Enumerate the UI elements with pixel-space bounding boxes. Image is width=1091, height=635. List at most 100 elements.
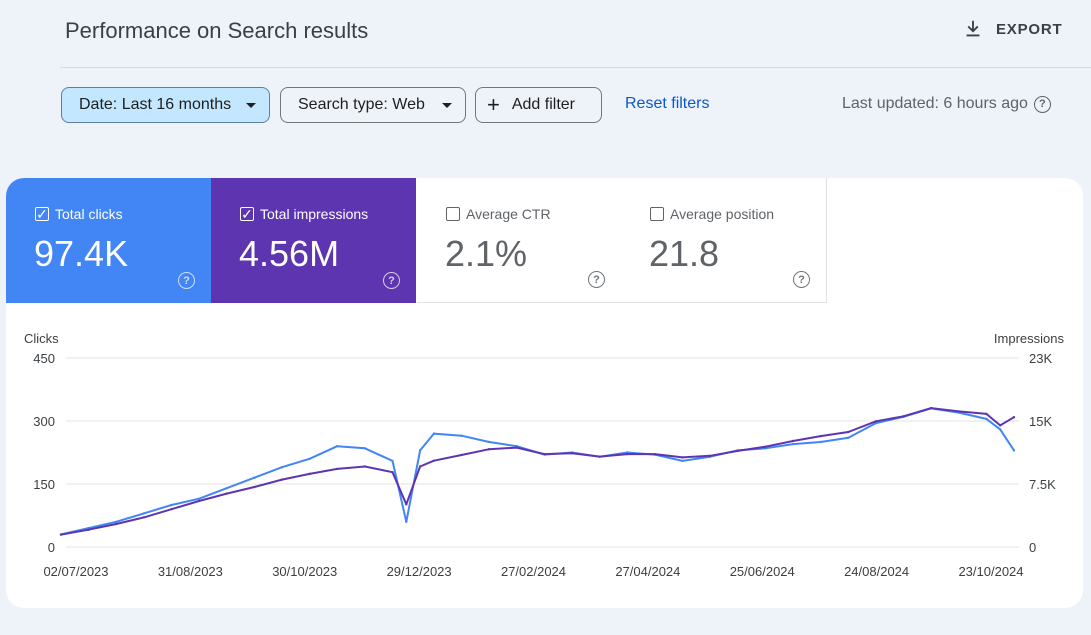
- metric-total-impressions[interactable]: ✓ Total impressions 4.56M ?: [211, 178, 416, 303]
- data-point-clicks: [197, 497, 201, 500]
- data-point-impressions: [308, 472, 311, 476]
- y-tick-right: 15K: [1029, 414, 1052, 429]
- series-line-clicks: [60, 407, 1015, 536]
- data-point-clicks: [432, 432, 436, 435]
- data-point-clicks: [985, 417, 988, 421]
- data-point-clicks: [308, 457, 311, 460]
- data-point-impressions: [460, 453, 463, 457]
- x-tick-label: 29/12/2023: [387, 564, 452, 579]
- checkbox-icon[interactable]: [446, 207, 460, 221]
- data-point-impressions: [570, 452, 574, 455]
- x-tick-label: 30/10/2023: [272, 564, 337, 579]
- data-point-impressions: [957, 410, 960, 413]
- data-point-impressions: [515, 446, 518, 449]
- performance-chart[interactable]: Clicks Impressions 0 0 150 7.5K 300 15K 450 23K 02…: [6, 178, 1083, 608]
- metric-total-clicks[interactable]: ✓ Total clicks 97.4K ?: [6, 178, 211, 303]
- search-type-label: Search type: Web: [298, 96, 425, 113]
- data-point-impressions: [391, 471, 394, 474]
- performance-card: ✓ Total clicks 97.4K ? ✓ Total impressio…: [6, 178, 1083, 608]
- metric-average-position[interactable]: Average position 21.8 ?: [621, 178, 827, 303]
- help-circle-icon[interactable]: ?: [1033, 95, 1051, 113]
- checkbox-icon[interactable]: ✓: [240, 205, 254, 222]
- data-point-clicks: [405, 520, 408, 523]
- help-circle-icon[interactable]: ?: [588, 271, 605, 288]
- series-line-impressions: [60, 407, 1015, 536]
- metric-average-ctr[interactable]: Average CTR 2.1% ?: [417, 178, 622, 303]
- y-tick-right: 7.5K: [1029, 477, 1056, 492]
- last-updated-text: Last updated: 6 hours ago: [842, 95, 1028, 112]
- export-button[interactable]: EXPORT: [962, 18, 1062, 40]
- data-point-impressions: [902, 415, 905, 418]
- checkbox-icon[interactable]: [650, 207, 664, 221]
- data-point-clicks: [391, 459, 394, 463]
- y-tick-left: 450: [33, 351, 55, 366]
- metric-value: 2.1%: [445, 233, 528, 274]
- data-point-impressions: [432, 459, 436, 462]
- data-point-clicks: [336, 445, 339, 448]
- metric-label: Average CTR: [466, 206, 551, 222]
- x-tick-label: 23/10/2024: [958, 564, 1023, 579]
- plus-icon: +: [487, 92, 500, 117]
- date-filter-chip[interactable]: Date: Last 16 months: [61, 87, 270, 123]
- data-point-impressions: [418, 465, 422, 468]
- data-point-impressions: [197, 499, 201, 503]
- data-point-impressions: [819, 434, 822, 438]
- data-point-clicks: [253, 476, 256, 479]
- y-tick-right: 23K: [1029, 351, 1052, 366]
- data-point-clicks: [819, 440, 822, 444]
- data-point-clicks: [681, 459, 684, 463]
- data-point-impressions: [847, 430, 850, 434]
- metric-value: 97.4K: [34, 233, 129, 274]
- last-updated: Last updated: 6 hours ago ?: [842, 95, 1051, 113]
- search-type-chip[interactable]: Search type: Web: [280, 87, 466, 123]
- help-circle-icon[interactable]: ?: [793, 271, 810, 288]
- caret-down-icon: [246, 103, 256, 108]
- metric-label: Average position: [670, 206, 775, 222]
- x-tick-label: 02/07/2023: [43, 564, 108, 579]
- page-title: Performance on Search results: [65, 18, 369, 43]
- y-tick-left: 0: [48, 540, 55, 555]
- y-tick-left: 150: [33, 477, 55, 492]
- data-point-impressions: [1012, 415, 1016, 419]
- metric-label-row: ✓ Total impressions: [240, 206, 368, 222]
- data-point-impressions: [405, 503, 408, 506]
- y-axis-right-label: Impressions: [994, 331, 1065, 346]
- metric-label-row: Average CTR: [446, 206, 551, 222]
- caret-down-icon: [442, 103, 452, 108]
- x-tick-label: 31/08/2023: [158, 564, 223, 579]
- checkbox-icon[interactable]: ✓: [35, 205, 49, 222]
- data-point-impressions: [280, 478, 284, 481]
- header-divider: [60, 67, 1091, 68]
- data-point-clicks: [460, 434, 463, 437]
- help-circle-icon[interactable]: ?: [383, 272, 400, 289]
- add-filter-button[interactable]: + Add filter: [475, 87, 602, 123]
- data-point-impressions: [929, 406, 933, 410]
- reset-filters-link[interactable]: Reset filters: [625, 95, 710, 112]
- data-point-clicks: [626, 451, 629, 454]
- metric-value: 21.8: [649, 233, 720, 274]
- metric-value: 4.56M: [239, 233, 340, 274]
- data-point-impressions: [253, 485, 256, 489]
- data-point-impressions: [708, 454, 712, 457]
- data-point-clicks: [115, 520, 118, 523]
- data-point-impressions: [653, 452, 657, 456]
- data-point-impressions: [736, 449, 739, 453]
- metric-label-row: Average position: [650, 206, 774, 222]
- data-point-clicks: [142, 512, 146, 515]
- help-circle-icon[interactable]: ?: [178, 272, 195, 289]
- y-tick-left: 300: [33, 414, 55, 429]
- data-point-impressions: [681, 456, 684, 459]
- date-filter-label: Date: Last 16 months: [79, 96, 232, 113]
- data-point-clicks: [791, 442, 795, 446]
- data-point-impressions: [142, 516, 146, 519]
- data-point-impressions: [336, 467, 339, 471]
- metric-label-row: ✓ Total clicks: [35, 206, 123, 222]
- data-point-impressions: [626, 452, 629, 456]
- x-tick-label: 27/04/2024: [615, 564, 680, 579]
- add-filter-label: Add filter: [511, 96, 575, 113]
- data-point-impressions: [598, 455, 601, 458]
- data-point-clicks: [998, 428, 1002, 431]
- data-point-impressions: [225, 492, 228, 495]
- data-point-impressions: [543, 452, 546, 456]
- metric-label: Total clicks: [55, 206, 123, 222]
